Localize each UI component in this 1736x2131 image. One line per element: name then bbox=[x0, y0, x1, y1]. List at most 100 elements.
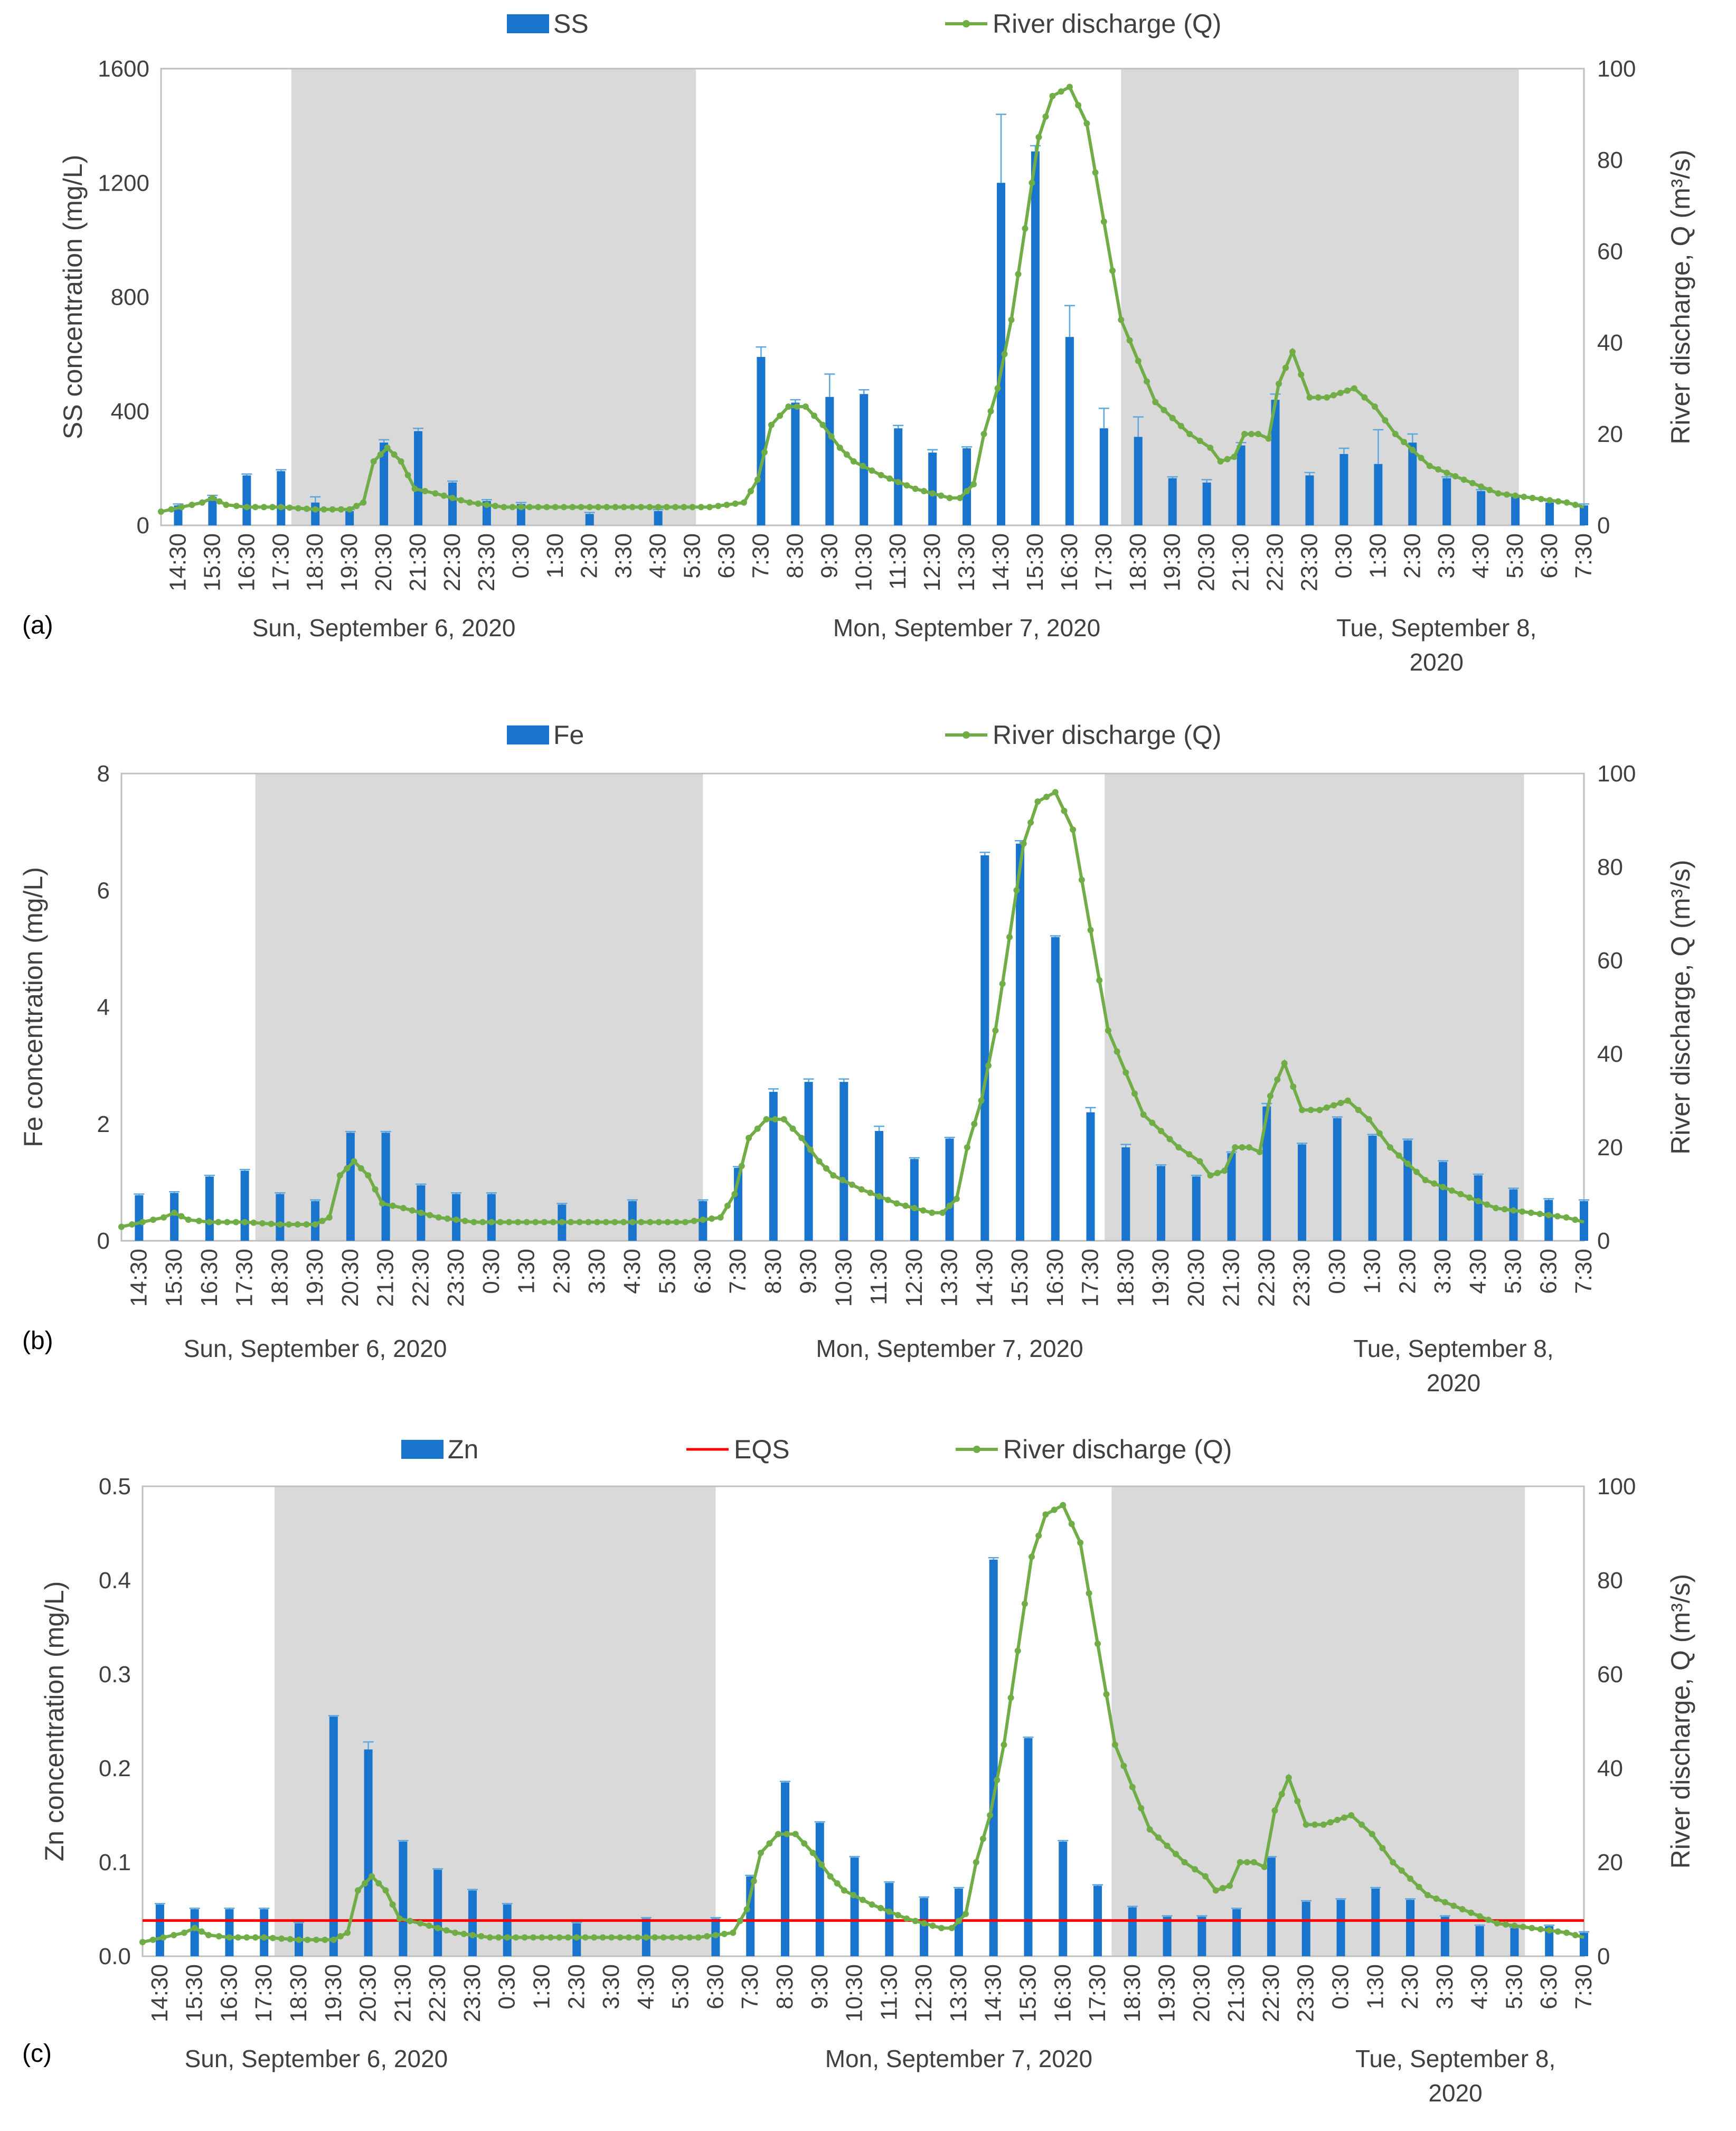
discharge-point bbox=[1027, 819, 1034, 826]
discharge-point bbox=[664, 1219, 671, 1225]
x-tick-label: 1:30 bbox=[1362, 1964, 1388, 2010]
discharge-point bbox=[1299, 1107, 1306, 1114]
bar-fe bbox=[487, 1194, 496, 1241]
discharge-point bbox=[277, 1221, 284, 1228]
discharge-point bbox=[1013, 887, 1020, 894]
discharge-point bbox=[1267, 1092, 1273, 1099]
date-label-year: 2020 bbox=[1427, 1369, 1480, 1397]
discharge-point bbox=[1510, 1207, 1517, 1214]
discharge-point bbox=[802, 403, 809, 410]
bar-ss bbox=[448, 482, 457, 525]
discharge-point bbox=[843, 451, 850, 458]
discharge-point bbox=[432, 490, 439, 497]
discharge-point bbox=[1066, 83, 1073, 90]
discharge-point bbox=[1061, 807, 1068, 814]
discharge-point bbox=[547, 1934, 554, 1941]
discharge-point bbox=[1563, 1929, 1570, 1936]
discharge-point bbox=[1049, 92, 1056, 99]
discharge-point bbox=[839, 1176, 846, 1183]
y-left-tick-label: 400 bbox=[111, 399, 149, 425]
x-tick-label: 4:30 bbox=[1465, 1249, 1491, 1294]
discharge-point bbox=[1457, 1191, 1464, 1197]
x-tick-label: 3:30 bbox=[1430, 1249, 1456, 1294]
discharge-point bbox=[732, 500, 739, 507]
discharge-point bbox=[232, 1219, 239, 1225]
discharge-point bbox=[1131, 1090, 1138, 1097]
x-tick-label: 16:30 bbox=[1056, 533, 1082, 591]
discharge-point bbox=[912, 1918, 919, 1925]
discharge-point bbox=[834, 1880, 841, 1887]
bar-ss bbox=[585, 514, 594, 525]
discharge-point bbox=[1401, 439, 1408, 446]
x-tick-label: 5:30 bbox=[1502, 533, 1528, 579]
discharge-point bbox=[738, 1163, 745, 1170]
discharge-point bbox=[629, 1219, 636, 1225]
discharge-point bbox=[594, 1219, 601, 1225]
bar-ss bbox=[1237, 445, 1246, 525]
discharge-point bbox=[1202, 1873, 1209, 1880]
bar-fe bbox=[1227, 1153, 1236, 1241]
discharge-point bbox=[1554, 1213, 1561, 1220]
bar-fe bbox=[1051, 937, 1060, 1241]
bar-fe bbox=[839, 1082, 848, 1241]
x-tick-label: 20:30 bbox=[1188, 1964, 1214, 2022]
discharge-point bbox=[443, 1927, 450, 1934]
date-label: Tue, September 8, bbox=[1353, 1335, 1553, 1362]
discharge-point bbox=[1433, 1895, 1440, 1902]
discharge-point bbox=[287, 1936, 294, 1943]
discharge-point bbox=[1344, 387, 1351, 394]
discharge-point bbox=[860, 463, 866, 469]
discharge-point bbox=[1466, 1194, 1473, 1201]
discharge-point bbox=[1527, 1209, 1534, 1216]
discharge-point bbox=[911, 1205, 918, 1212]
discharge-point bbox=[541, 1219, 548, 1225]
discharge-point bbox=[731, 1191, 738, 1197]
discharge-point bbox=[655, 504, 662, 511]
panel-label: (a) bbox=[22, 611, 53, 639]
bar-zn bbox=[260, 1909, 269, 1956]
bar-fe bbox=[1086, 1112, 1095, 1241]
discharge-point bbox=[278, 1935, 285, 1942]
discharge-point bbox=[1043, 794, 1050, 800]
x-tick-label: 21:30 bbox=[405, 533, 431, 591]
discharge-point bbox=[1409, 447, 1416, 454]
discharge-point bbox=[1243, 1859, 1250, 1865]
discharge-point bbox=[964, 488, 970, 495]
discharge-point bbox=[612, 504, 619, 511]
discharge-point bbox=[841, 1887, 847, 1894]
x-tick-label: 0:30 bbox=[494, 1964, 520, 2010]
discharge-point bbox=[269, 504, 276, 511]
discharge-point bbox=[337, 1933, 344, 1940]
bar-zn bbox=[190, 1909, 199, 1956]
discharge-point bbox=[1021, 1600, 1028, 1607]
discharge-point bbox=[1563, 499, 1570, 506]
bar-zn bbox=[1024, 1738, 1033, 1956]
discharge-point bbox=[1294, 1798, 1301, 1805]
discharge-point bbox=[1248, 431, 1255, 437]
x-tick-label: 21:30 bbox=[1219, 1249, 1244, 1307]
discharge-point bbox=[1271, 1807, 1278, 1814]
x-tick-label: 9:30 bbox=[796, 1249, 822, 1294]
discharge-point bbox=[269, 1935, 276, 1941]
x-tick-label: 15:30 bbox=[182, 1964, 207, 2022]
discharge-point bbox=[1440, 1184, 1447, 1191]
discharge-point bbox=[946, 1202, 953, 1209]
x-tick-label: 14:30 bbox=[971, 1249, 997, 1307]
date-label-year: 2020 bbox=[1410, 648, 1464, 676]
discharge-point bbox=[878, 472, 884, 478]
bar-zn bbox=[1059, 1841, 1068, 1956]
discharge-point bbox=[715, 503, 722, 510]
discharge-point bbox=[1358, 1821, 1365, 1828]
discharge-point bbox=[953, 1195, 960, 1202]
discharge-point bbox=[1416, 1883, 1422, 1890]
discharge-point bbox=[973, 1859, 979, 1865]
discharge-point bbox=[435, 1925, 441, 1931]
discharge-point bbox=[1224, 456, 1231, 463]
x-tick-label: 16:30 bbox=[233, 533, 259, 591]
discharge-point bbox=[488, 1219, 495, 1225]
discharge-point bbox=[876, 1193, 883, 1200]
x-tick-label: 7:30 bbox=[1571, 1249, 1597, 1294]
discharge-point bbox=[296, 1936, 303, 1943]
discharge-point bbox=[1237, 1859, 1243, 1865]
